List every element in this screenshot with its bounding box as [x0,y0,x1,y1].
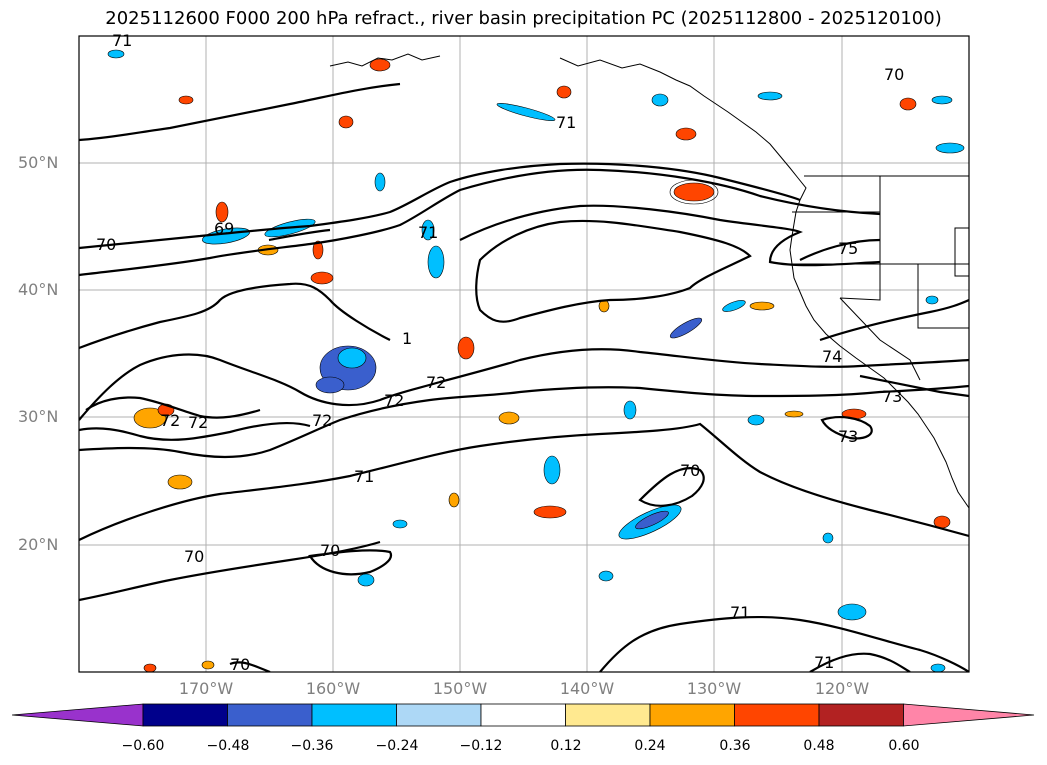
contour-label: 70 [184,547,204,566]
lat-label: 30°N [18,407,59,426]
colorbar-tick-label: −0.24 [375,738,419,754]
contour-label: 71 [112,31,132,50]
contour-label: 69 [214,219,234,238]
colorbar-tick-label: −0.36 [290,738,334,754]
lon-label: 160°W [305,679,361,698]
contour-label: 71 [418,223,438,242]
colorbar-tick-label: 0.12 [550,738,582,754]
colorbar-extend-max [903,703,1035,727]
colorbar-tick-label: 0.36 [719,738,751,754]
lon-label: 130°W [686,679,742,698]
colorbar-cell [142,703,228,727]
contour-label: 73 [882,387,902,406]
colorbar-tick-label: −0.60 [121,738,165,754]
lat-label: 20°N [18,535,59,554]
colorbar-cell [734,703,820,727]
contour-label: 72 [160,411,180,430]
contour-label: 70 [680,461,700,480]
contour-label-group: 71 70 70 69 71 71 1 72 72 72 72 72 71 70… [96,31,904,674]
contour-label: 1 [402,329,412,348]
contour-label: 72 [188,413,208,432]
colorbar-tick-label: 0.60 [888,738,920,754]
contour-label: 71 [730,603,750,622]
colorbar-cell [480,703,566,727]
contour-label: 70 [230,655,250,674]
map-frame [78,35,970,673]
contour-label: 71 [556,113,576,132]
lon-label: 140°W [559,679,615,698]
lon-label: 120°W [814,679,870,698]
colorbar-cell [311,703,397,727]
contour-label: 72 [384,391,404,410]
lat-label: 40°N [18,280,59,299]
contour-label: 74 [822,347,842,366]
colorbar [12,703,1035,727]
colorbar-tick-label: 0.24 [634,738,666,754]
contour-label: 71 [814,653,834,672]
colorbar-cell [565,703,651,727]
lon-label: 150°W [432,679,488,698]
colorbar-tick-label: −0.12 [459,738,503,754]
lat-label: 50°N [18,153,59,172]
contour-label: 70 [884,65,904,84]
colorbar-tick-label: 0.48 [803,738,835,754]
colorbar-cell [396,703,482,727]
contour-label: 72 [426,373,446,392]
refractivity-contours [79,82,969,672]
contour-label: 71 [354,467,374,486]
contour-label: 73 [838,427,858,446]
colorbar-cell [649,703,735,727]
contour-label: 75 [838,239,858,258]
contour-label: 72 [312,411,332,430]
map-background [79,36,969,672]
colorbar-cell [818,703,904,727]
colorbar-tick-label: −0.48 [206,738,250,754]
colorbar-extend-min [12,703,144,727]
precip-shading [107,49,965,672]
map-title: 2025112600 F000 200 hPa refract., river … [105,8,942,29]
contour-label: 70 [96,235,116,254]
colorbar-cell [227,703,313,727]
contour-label: 70 [320,541,340,560]
lon-label: 170°W [178,679,234,698]
